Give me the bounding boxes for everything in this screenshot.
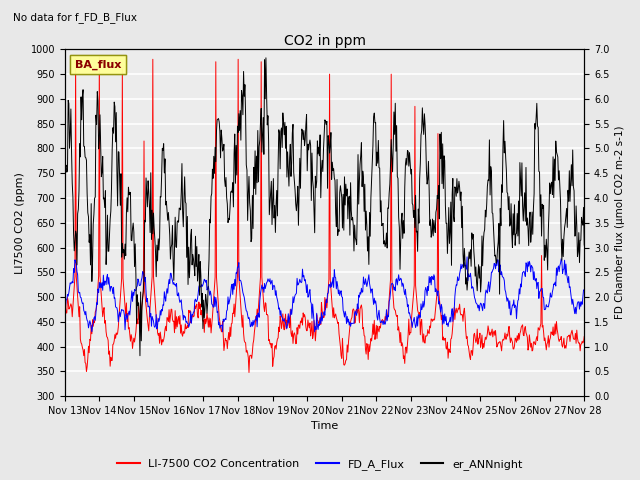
Text: No data for f_FD_B_Flux: No data for f_FD_B_Flux xyxy=(13,12,137,23)
Legend: BA_flux: BA_flux xyxy=(70,55,125,74)
Y-axis label: FD Chamber flux (μmol CO2 m-2 s-1): FD Chamber flux (μmol CO2 m-2 s-1) xyxy=(615,126,625,320)
X-axis label: Time: Time xyxy=(311,421,338,432)
Legend: LI-7500 CO2 Concentration, FD_A_Flux, er_ANNnight: LI-7500 CO2 Concentration, FD_A_Flux, er… xyxy=(113,455,527,474)
Y-axis label: LI7500 CO2 (ppm): LI7500 CO2 (ppm) xyxy=(15,172,25,274)
Title: CO2 in ppm: CO2 in ppm xyxy=(284,34,365,48)
